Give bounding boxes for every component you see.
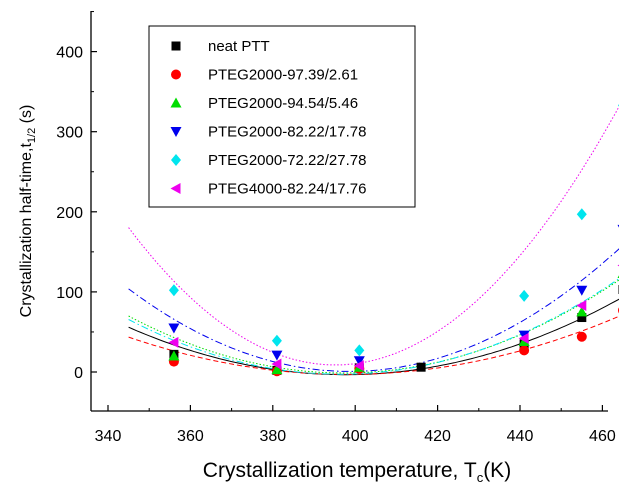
legend-marker xyxy=(170,183,181,194)
data-point xyxy=(576,300,587,312)
y-tick-label: 100 xyxy=(56,285,83,302)
data-point xyxy=(168,336,179,348)
x-axis-title-unit: (K) xyxy=(483,459,511,482)
legend-box xyxy=(148,25,416,208)
fit-curve xyxy=(128,278,619,375)
legend-marker xyxy=(170,97,182,108)
legend-marker xyxy=(171,41,181,51)
legend-label: PTEG2000-82.22/17.78 xyxy=(208,124,366,141)
fit-curve xyxy=(128,105,619,366)
legend-label: neat PTT xyxy=(208,38,270,55)
x-axis-title-subscript: c xyxy=(477,470,484,483)
x-tick-label: 440 xyxy=(507,428,534,445)
data-point xyxy=(354,344,365,357)
data-point xyxy=(518,332,529,344)
data-point xyxy=(168,284,179,297)
x-tick-label: 340 xyxy=(95,428,122,445)
legend-label: PTEG2000-97.39/2.61 xyxy=(208,67,358,84)
data-point xyxy=(576,331,587,342)
data-point xyxy=(271,364,283,375)
y-axis-title-subscript: 1/2 xyxy=(26,128,38,143)
data-point xyxy=(519,289,530,302)
y-axis-title-main: Crystallization half-time,t xyxy=(18,143,35,318)
x-tick-label: 460 xyxy=(589,428,616,445)
y-axis-title: Crystallization half-time,t1/2 (s) xyxy=(18,105,38,318)
y-axis-title-unit: (s) xyxy=(18,105,35,128)
x-axis-title: Crystallization temperature, Tc(K) xyxy=(203,459,511,483)
legend-label: PTEG2000-72.22/27.78 xyxy=(208,152,366,169)
x-axis-title-main: Crystallization temperature, T xyxy=(203,459,477,482)
x-tick-label: 420 xyxy=(424,428,451,445)
legend-marker xyxy=(171,154,181,166)
fit-curve xyxy=(128,248,619,372)
legend-label: PTEG4000-82.24/17.76 xyxy=(208,181,366,198)
legend-items: neat PTT PTEG2000-97.39/2.61 PTEG2000-94.5… xyxy=(170,38,366,198)
data-points xyxy=(168,104,619,377)
data-point xyxy=(416,362,426,372)
legend-marker xyxy=(170,127,182,137)
legend-marker xyxy=(171,69,181,80)
data-point xyxy=(519,345,530,356)
x-tick-label: 400 xyxy=(342,428,369,445)
y-tick-label: 200 xyxy=(56,205,83,222)
data-point xyxy=(576,306,588,317)
legend-label: PTEG2000-94.54/5.46 xyxy=(208,95,358,112)
data-point xyxy=(271,358,282,370)
y-axis-ticks: 0 100 200 300 400 xyxy=(56,11,97,382)
data-point xyxy=(576,208,587,221)
y-tick-label: 300 xyxy=(56,125,83,142)
data-point xyxy=(577,313,587,323)
data-point xyxy=(168,323,180,334)
x-axis-ticks: 340360380400420440460480 xyxy=(95,405,616,445)
data-point xyxy=(353,360,364,372)
data-point xyxy=(168,350,180,361)
data-point xyxy=(353,356,365,367)
legend: neat PTT PTEG2000-97.39/2.61 PTEG2000-94.5… xyxy=(148,25,416,208)
data-point xyxy=(271,350,283,361)
y-tick-label: 400 xyxy=(56,45,83,62)
fit-curve xyxy=(128,298,619,376)
x-tick-label: 360 xyxy=(177,428,204,445)
x-tick-label: 380 xyxy=(259,428,286,445)
fit-curve xyxy=(128,315,619,375)
data-point xyxy=(271,334,282,347)
plot-frame xyxy=(90,11,608,412)
data-point xyxy=(576,285,588,296)
y-tick-label: 0 xyxy=(74,365,83,382)
